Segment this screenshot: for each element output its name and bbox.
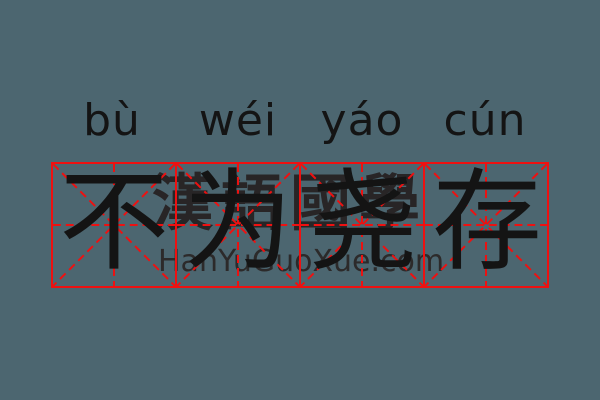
grid-guides-icon (177, 164, 299, 286)
hanzi-character-1: 不 (59, 157, 169, 286)
pinyin-syllable-1: bù (83, 95, 141, 146)
hanzi-character-4: 存 (432, 157, 542, 286)
pinyin-syllable-4: cún (443, 95, 527, 146)
watermark-site-text: HanYuGuoXue.com (158, 244, 445, 279)
grid-cell-2 (175, 164, 299, 286)
grid-cell-1 (53, 164, 175, 286)
grid-cell-4 (423, 164, 547, 286)
hanzi-character-2: 为 (183, 157, 293, 286)
grid-guides-icon (425, 164, 547, 286)
mizige-writing-grid (51, 162, 549, 288)
grid-cell-3 (299, 164, 423, 286)
grid-guides-icon (53, 164, 175, 286)
hanzi-character-3: 尧 (308, 157, 418, 286)
pinyin-syllable-2: wéi (198, 95, 278, 146)
grid-guides-icon (301, 164, 423, 286)
pinyin-syllable-3: yáo (320, 95, 404, 146)
